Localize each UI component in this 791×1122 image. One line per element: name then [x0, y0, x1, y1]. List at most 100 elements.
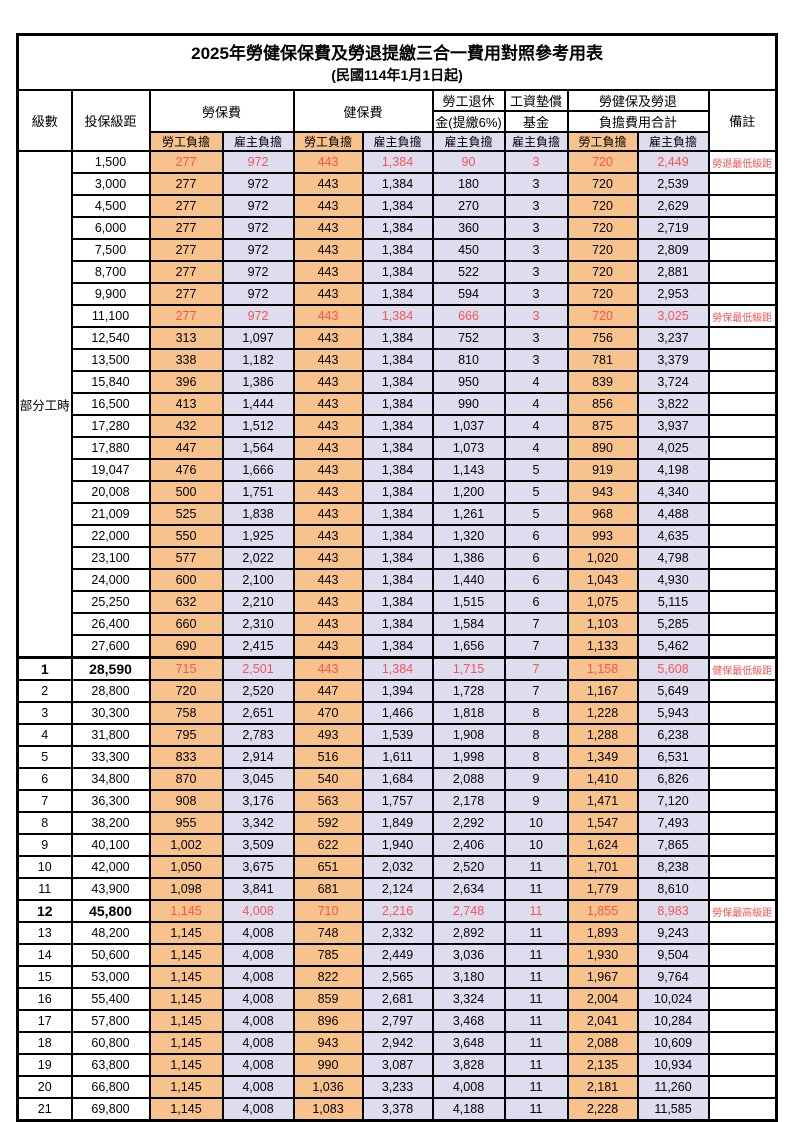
wage-fund-employer-cell: 10 — [503, 833, 569, 857]
labor-ins-employee-cell: 660 — [148, 612, 224, 636]
bracket-cell: 42,000 — [70, 855, 151, 879]
table-row: 5 33,300 833 2,914 516 1,611 1,998 8 1,349 6,531 — [16, 745, 778, 769]
total-employee-cell: 1,158 — [566, 656, 639, 681]
health-ins-employer-cell: 3,378 — [361, 1097, 434, 1122]
health-ins-employee-cell: 443 — [292, 282, 364, 306]
level-cell: 17 — [16, 1009, 73, 1033]
subheader-labor-employer: 雇主負擔 — [221, 131, 295, 152]
health-ins-employee-cell: 443 — [292, 304, 364, 328]
remark-cell — [707, 216, 778, 240]
bracket-cell: 21,009 — [70, 502, 151, 526]
total-employer-cell: 2,449 — [636, 150, 710, 174]
total-employer-cell: 4,798 — [636, 546, 710, 570]
subheader-pension-employer: 雇主負擔 — [431, 131, 506, 152]
remark-cell — [707, 612, 778, 636]
bracket-cell: 8,700 — [70, 260, 151, 284]
page-title: 2025年勞健保保費及勞退提繳三合一費用對照參考用表 — [191, 44, 603, 64]
remark-cell — [707, 987, 778, 1011]
labor-ins-employee-cell: 720 — [148, 679, 224, 703]
wage-fund-employer-cell: 7 — [503, 656, 569, 681]
labor-ins-employee-cell: 432 — [148, 414, 224, 438]
total-employer-cell: 6,238 — [636, 723, 710, 747]
labor-ins-employee-cell: 690 — [148, 634, 224, 659]
labor-ins-employer-cell: 4,008 — [221, 1009, 295, 1033]
total-employee-cell: 890 — [566, 436, 639, 460]
bracket-cell: 6,000 — [70, 216, 151, 240]
total-employee-cell: 1,288 — [566, 723, 639, 747]
total-employer-cell: 10,024 — [636, 987, 710, 1011]
remark-cell — [707, 370, 778, 394]
remark-cell — [707, 965, 778, 989]
wage-fund-employer-cell: 3 — [503, 282, 569, 306]
pension-employer-cell: 594 — [431, 282, 506, 306]
total-employee-cell: 856 — [566, 392, 639, 416]
health-ins-employer-cell: 1,384 — [361, 458, 434, 482]
title-row: 2025年勞健保保費及勞退提繳三合一費用對照參考用表 (民國114年1月1日起) — [16, 33, 778, 91]
total-employer-cell: 10,284 — [636, 1009, 710, 1033]
total-employee-cell: 720 — [566, 216, 639, 240]
labor-ins-employer-cell: 972 — [221, 194, 295, 218]
remark-cell — [707, 1097, 778, 1122]
pension-employer-cell: 522 — [431, 260, 506, 284]
health-ins-employer-cell: 1,384 — [361, 590, 434, 614]
labor-ins-employee-cell: 550 — [148, 524, 224, 548]
bracket-cell: 3,000 — [70, 172, 151, 196]
level-cell: 13 — [16, 921, 73, 945]
table-row: 19,047 476 1,666 443 1,384 1,143 5 919 4,198 — [18, 458, 778, 482]
table-row: 26,400 660 2,310 443 1,384 1,584 7 1,103 5,285 — [18, 612, 778, 636]
pension-employer-cell: 1,908 — [431, 723, 506, 747]
col-header-wage-fund-line2: 基金 — [503, 110, 569, 133]
table-row: 18 60,800 1,145 4,008 943 2,942 3,648 11 2,088 10… — [16, 1031, 778, 1055]
total-employee-cell: 875 — [566, 414, 639, 438]
labor-ins-employee-cell: 1,145 — [148, 1009, 224, 1033]
remark-cell — [707, 745, 778, 769]
labor-ins-employee-cell: 277 — [148, 260, 224, 284]
total-employee-cell: 2,004 — [566, 987, 639, 1011]
labor-ins-employee-cell: 577 — [148, 546, 224, 570]
level-cell: 15 — [16, 965, 73, 989]
total-employee-cell: 1,103 — [566, 612, 639, 636]
level-cell: 12 — [16, 899, 73, 923]
labor-ins-employee-cell: 833 — [148, 745, 224, 769]
col-header-pension-line2: 金(提繳6%) — [431, 110, 506, 133]
pension-employer-cell: 3,036 — [431, 943, 506, 967]
total-employee-cell: 1,893 — [566, 921, 639, 945]
wage-fund-employer-cell: 11 — [503, 943, 569, 967]
col-header-total-line1: 勞健保及勞退 — [566, 89, 710, 112]
total-employer-cell: 10,609 — [636, 1031, 710, 1055]
remark-cell — [707, 1009, 778, 1033]
labor-ins-employer-cell: 2,022 — [221, 546, 295, 570]
header-row-2: 金(提繳6%) 基金 負擔費用合計 — [18, 110, 777, 133]
pension-employer-cell: 3,468 — [431, 1009, 506, 1033]
labor-ins-employer-cell: 4,008 — [221, 1031, 295, 1055]
health-ins-employer-cell: 1,384 — [361, 414, 434, 438]
pension-employer-cell: 90 — [431, 150, 506, 174]
labor-ins-employee-cell: 277 — [148, 216, 224, 240]
level-cell: 7 — [16, 789, 73, 813]
level-cell: 11 — [16, 877, 73, 901]
level-cell: 4 — [16, 723, 73, 747]
wage-fund-employer-cell: 3 — [503, 194, 569, 218]
table-row: 25,250 632 2,210 443 1,384 1,515 6 1,075 5,115 — [18, 590, 778, 614]
bracket-cell: 16,500 — [70, 392, 151, 416]
table-row: 17 57,800 1,145 4,008 896 2,797 3,468 11 2,041 10… — [16, 1009, 778, 1033]
remark-cell — [707, 524, 778, 548]
health-ins-employee-cell: 470 — [292, 701, 364, 725]
remark-cell — [707, 282, 778, 306]
total-employee-cell: 1,471 — [566, 789, 639, 813]
labor-ins-employer-cell: 4,008 — [221, 943, 295, 967]
labor-ins-employee-cell: 1,145 — [148, 1097, 224, 1122]
labor-ins-employee-cell: 277 — [148, 150, 224, 174]
pension-employer-cell: 1,440 — [431, 568, 506, 592]
wage-fund-employer-cell: 9 — [503, 767, 569, 791]
wage-fund-employer-cell: 4 — [503, 436, 569, 460]
bracket-cell: 43,900 — [70, 877, 151, 901]
remark-cell — [707, 238, 778, 262]
labor-ins-employee-cell: 1,050 — [148, 855, 224, 879]
wage-fund-employer-cell: 3 — [503, 172, 569, 196]
level-cell: 2 — [16, 679, 73, 703]
total-employee-cell: 1,133 — [566, 634, 639, 659]
header-row-1: 級數 投保級距 勞保費 健保費 勞工退休 工資墊償 勞健保及勞退 備註 — [16, 89, 778, 152]
health-ins-employer-cell: 1,384 — [361, 436, 434, 460]
total-employee-cell: 720 — [566, 260, 639, 284]
